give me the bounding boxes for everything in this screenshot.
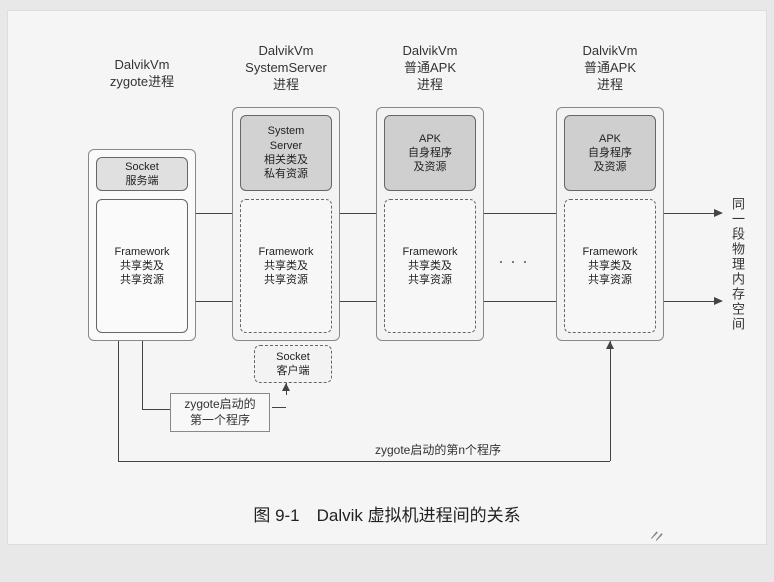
right-vertical-label: 同一段物理内存空间: [728, 197, 747, 332]
col3-top-l3: 及资源: [414, 160, 447, 174]
path2-up: [610, 341, 611, 461]
arrow-top: [714, 209, 723, 217]
col3-mid-l2: 共享类及: [408, 259, 452, 273]
col2-top-l4: 私有资源: [264, 167, 308, 181]
col1-mid-l1: Framework: [114, 245, 169, 259]
col2-top-l2: Server: [270, 139, 302, 153]
col4-top-l3: 及资源: [594, 160, 627, 174]
col1-title: DalvikVm zygote进程: [88, 57, 196, 91]
col4-mid-l1: Framework: [582, 245, 637, 259]
path1-down: [142, 341, 143, 409]
col3-framework: Framework 共享类及 共享资源: [384, 199, 476, 333]
col3-t1: DalvikVm: [403, 43, 458, 58]
col3-mid-l1: Framework: [402, 245, 457, 259]
path2-down: [118, 341, 119, 461]
col4-t2: 普通APK: [584, 60, 636, 75]
col2-mid-l1: Framework: [258, 245, 313, 259]
col4-mid-l2: 共享类及: [588, 259, 632, 273]
col1-top-l2: 服务端: [126, 174, 159, 188]
anno1-arrowhead: [282, 383, 290, 391]
col2-t1: DalvikVm: [259, 43, 314, 58]
ellipsis: ···: [498, 251, 534, 272]
col2-top-l3: 相关类及: [264, 153, 308, 167]
anno1-l2: 第一个程序: [190, 413, 250, 427]
col3-t3: 进程: [417, 77, 443, 92]
col4-title: DalvikVm 普通APK 进程: [556, 43, 664, 94]
col3-title: DalvikVm 普通APK 进程: [376, 43, 484, 94]
col4-apk-box: APK 自身程序 及资源: [564, 115, 656, 191]
col3-top-l2: 自身程序: [408, 146, 452, 160]
col1-mid-l3: 共享资源: [120, 273, 164, 287]
col1-top-l1: Socket: [125, 160, 159, 174]
col1-socket-server: Socket 服务端: [96, 157, 188, 191]
col2-socket-client: Socket 客户端: [254, 345, 332, 383]
col2-systemserver-box: System Server 相关类及 私有资源: [240, 115, 332, 191]
col3-top-l1: APK: [419, 132, 441, 146]
anno1-arrow-h: [272, 407, 286, 408]
col4-t1: DalvikVm: [583, 43, 638, 58]
col2-mid-l2: 共享类及: [264, 259, 308, 273]
col3-apk-box: APK 自身程序 及资源: [384, 115, 476, 191]
diagram-page: DalvikVm zygote进程 DalvikVm SystemServer …: [7, 10, 767, 545]
col1-t1: DalvikVm: [115, 57, 170, 72]
col1-t2: zygote进程: [110, 74, 174, 89]
col2-bot-l1: Socket: [276, 350, 310, 364]
col3-t2: 普通APK: [404, 60, 456, 75]
col4-t3: 进程: [597, 77, 623, 92]
col4-top-l2: 自身程序: [588, 146, 632, 160]
arrow-bot: [714, 297, 723, 305]
anno2: zygote启动的第n个程序: [308, 443, 568, 459]
col2-t3: 进程: [273, 77, 299, 92]
col4-framework: Framework 共享类及 共享资源: [564, 199, 656, 333]
col1-framework: Framework 共享类及 共享资源: [96, 199, 188, 333]
col2-mid-l3: 共享资源: [264, 273, 308, 287]
anno1-l1: zygote启动的: [184, 397, 255, 411]
col2-t2: SystemServer: [245, 60, 327, 75]
col4-mid-l3: 共享资源: [588, 273, 632, 287]
col2-top-l1: System: [268, 124, 305, 138]
anno1: zygote启动的 第一个程序: [170, 393, 270, 432]
col2-bot-l2: 客户端: [277, 364, 310, 378]
col1-mid-l2: 共享类及: [120, 259, 164, 273]
col2-title: DalvikVm SystemServer 进程: [232, 43, 340, 94]
path2-arrowhead: [606, 341, 614, 349]
col2-framework: Framework 共享类及 共享资源: [240, 199, 332, 333]
col3-mid-l3: 共享资源: [408, 273, 452, 287]
path2-right: [118, 461, 610, 462]
path1-right: [142, 409, 170, 410]
col4-top-l1: APK: [599, 132, 621, 146]
